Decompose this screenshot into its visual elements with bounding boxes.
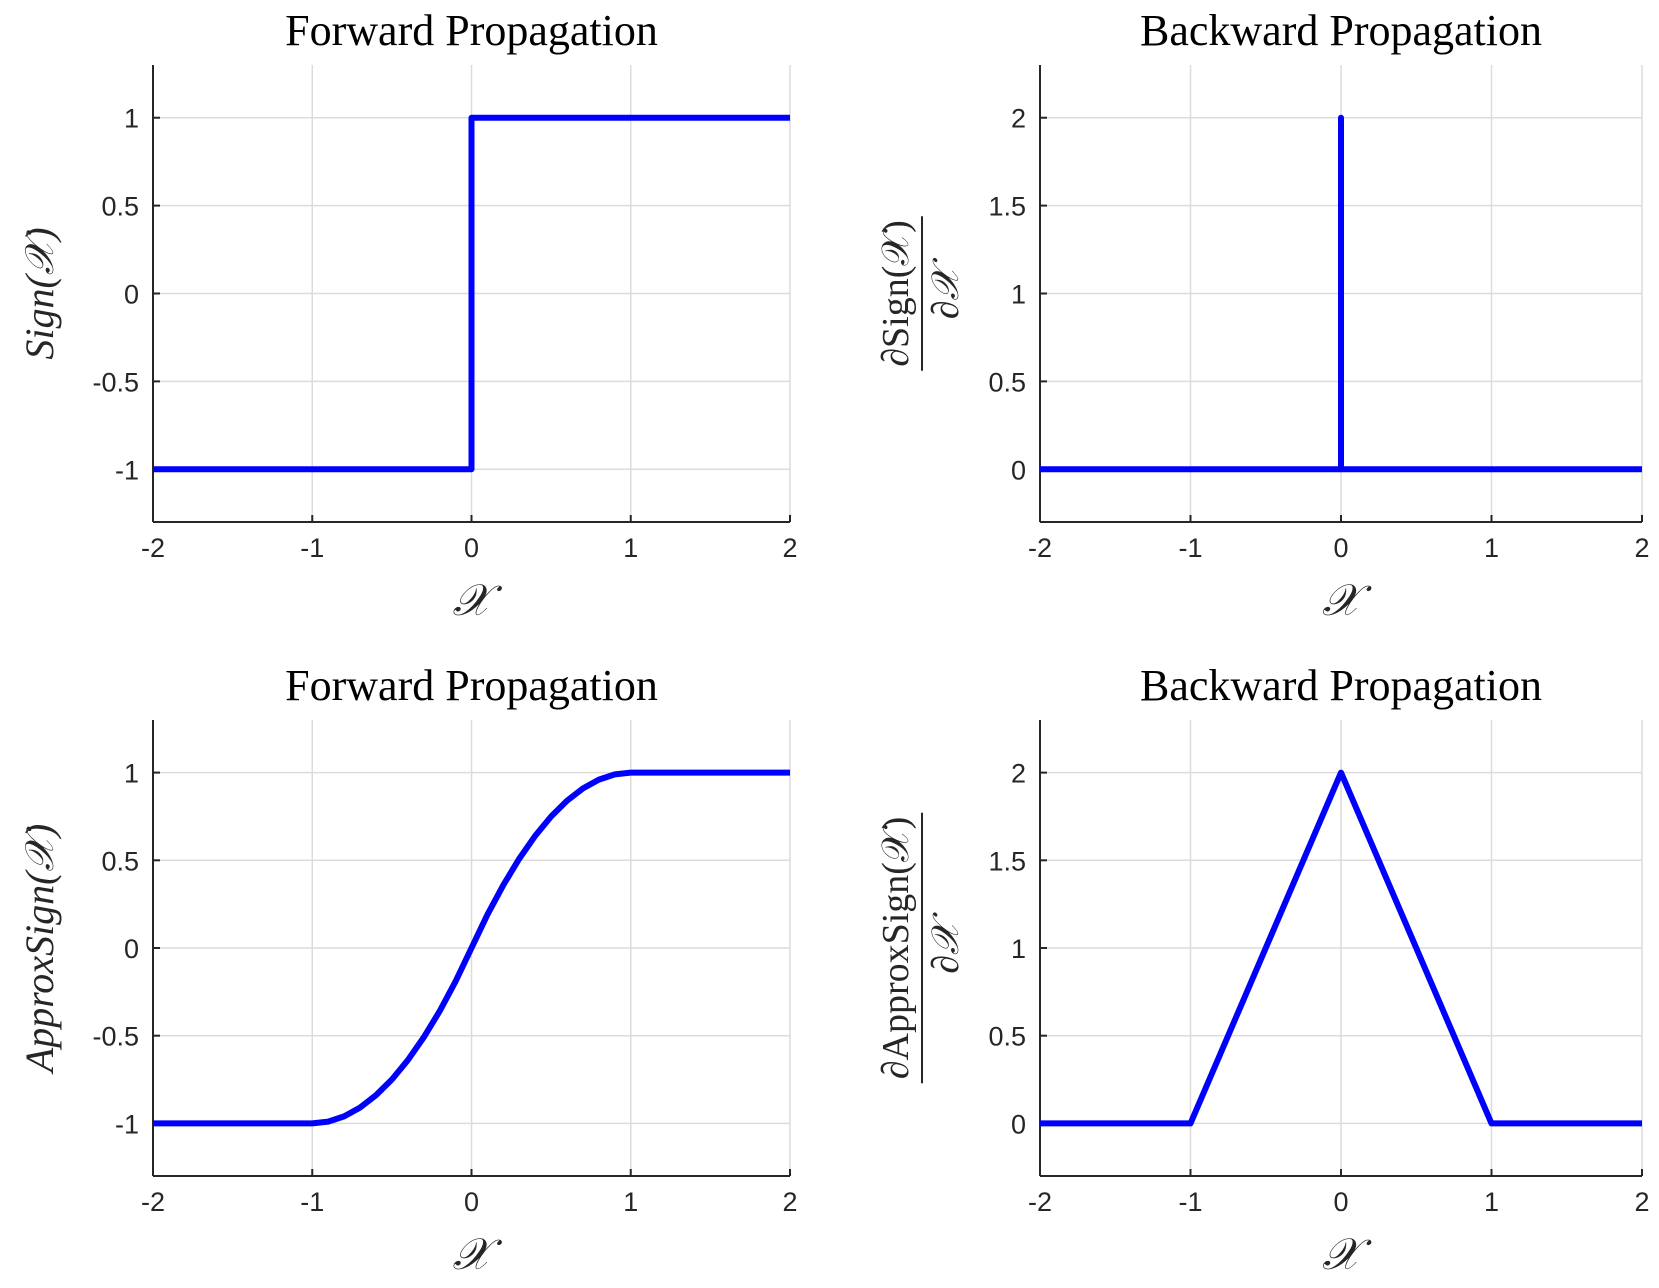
y-axis-label-fraction: ∂Sign(𝒳) ∂𝒳 xyxy=(875,216,967,371)
y-tick-label: 0 xyxy=(124,280,139,310)
x-tick-label: 2 xyxy=(782,533,797,563)
x-tick-label: -2 xyxy=(141,1187,165,1217)
y-tick-label: 1 xyxy=(1011,934,1026,964)
y-tick-label: 0.5 xyxy=(988,367,1026,397)
y-tick-label: 0.5 xyxy=(101,846,139,876)
y-tick-label: 1.5 xyxy=(988,846,1026,876)
x-tick-label: 0 xyxy=(464,533,479,563)
x-tick-label: 0 xyxy=(1333,533,1348,563)
series-line xyxy=(153,114,790,473)
y-tick-label: 1 xyxy=(124,759,139,789)
x-axis-label: 𝒳 xyxy=(453,575,503,626)
y-tick-label: 0.5 xyxy=(988,1022,1026,1052)
x-tick-label: 1 xyxy=(623,1187,638,1217)
y-tick-label: 1 xyxy=(124,104,139,134)
x-axis-label: 𝒳 xyxy=(453,1229,503,1280)
series-line xyxy=(1040,769,1642,1127)
x-tick-label: 0 xyxy=(464,1187,479,1217)
x-tick-label: -1 xyxy=(300,1187,324,1217)
x-tick-label: 1 xyxy=(1484,1187,1499,1217)
y-axis-label-denominator: ∂𝒳 xyxy=(925,912,967,974)
y-tick-label: -1 xyxy=(115,1109,139,1139)
x-tick-label: -2 xyxy=(1028,533,1052,563)
x-tick-label: -2 xyxy=(141,533,165,563)
y-tick-label: -1 xyxy=(115,455,139,485)
y-axis-label-numerator: ∂ApproxSign(𝒳) xyxy=(875,817,917,1080)
y-tick-label: -0.5 xyxy=(92,1022,139,1052)
y-tick-label: 1 xyxy=(1011,280,1026,310)
x-tick-label: -2 xyxy=(1028,1187,1052,1217)
x-tick-label: -1 xyxy=(1178,1187,1202,1217)
x-tick-label: 0 xyxy=(1333,1187,1348,1217)
x-axis-label: 𝒳 xyxy=(1322,1229,1372,1280)
subplot-1: -2 -1 0 1 2 -1 -0.5 0 0.5 1 Forward Propagation 𝒳 Si… xyxy=(17,6,798,626)
series-line xyxy=(153,769,790,1127)
chart-title: Forward Propagation xyxy=(285,661,658,710)
x-tick-label: 2 xyxy=(782,1187,797,1217)
x-tick-label: 2 xyxy=(1634,1187,1649,1217)
x-tick-label: -1 xyxy=(1178,533,1202,563)
subplot-2: -2 -1 0 1 2 0 0.5 1 1.5 2 Backward Propagation 𝒳 ∂Si… xyxy=(875,6,1650,626)
x-axis-label: 𝒳 xyxy=(1322,575,1372,626)
x-tick-label: 2 xyxy=(1634,533,1649,563)
x-tick-label: 1 xyxy=(623,533,638,563)
y-axis-label: Sign(𝒳) xyxy=(17,227,62,359)
y-tick-label: 0.5 xyxy=(101,192,139,222)
y-tick-label: 1.5 xyxy=(988,192,1026,222)
grid xyxy=(1039,720,1643,1176)
chart-title: Forward Propagation xyxy=(285,6,658,55)
y-tick-label: 0 xyxy=(124,934,139,964)
chart-title: Backward Propagation xyxy=(1140,6,1542,55)
y-tick-label: 2 xyxy=(1011,104,1026,134)
series-line xyxy=(1040,114,1642,473)
x-tick-label: -1 xyxy=(300,533,324,563)
y-axis-label-denominator: ∂𝒳 xyxy=(925,257,967,319)
y-axis-label-fraction: ∂ApproxSign(𝒳) ∂𝒳 xyxy=(875,812,967,1084)
y-tick-label: -0.5 xyxy=(92,367,139,397)
chart-title: Backward Propagation xyxy=(1140,661,1542,710)
y-axis-label-numerator: ∂Sign(𝒳) xyxy=(875,220,917,366)
subplot-4: -2 -1 0 1 2 0 0.5 1 1.5 2 Backward Propagation 𝒳 ∂Ap… xyxy=(875,661,1650,1280)
y-tick-label: 0 xyxy=(1011,1109,1026,1139)
x-tick-label: 1 xyxy=(1484,533,1499,563)
y-tick-label: 2 xyxy=(1011,759,1026,789)
y-axis-label: ApproxSign(𝒳) xyxy=(17,824,62,1075)
subplot-3: -2 -1 0 1 2 -1 -0.5 0 0.5 1 Forward Propagation 𝒳 Ap… xyxy=(17,661,798,1280)
y-tick-label: 0 xyxy=(1011,455,1026,485)
